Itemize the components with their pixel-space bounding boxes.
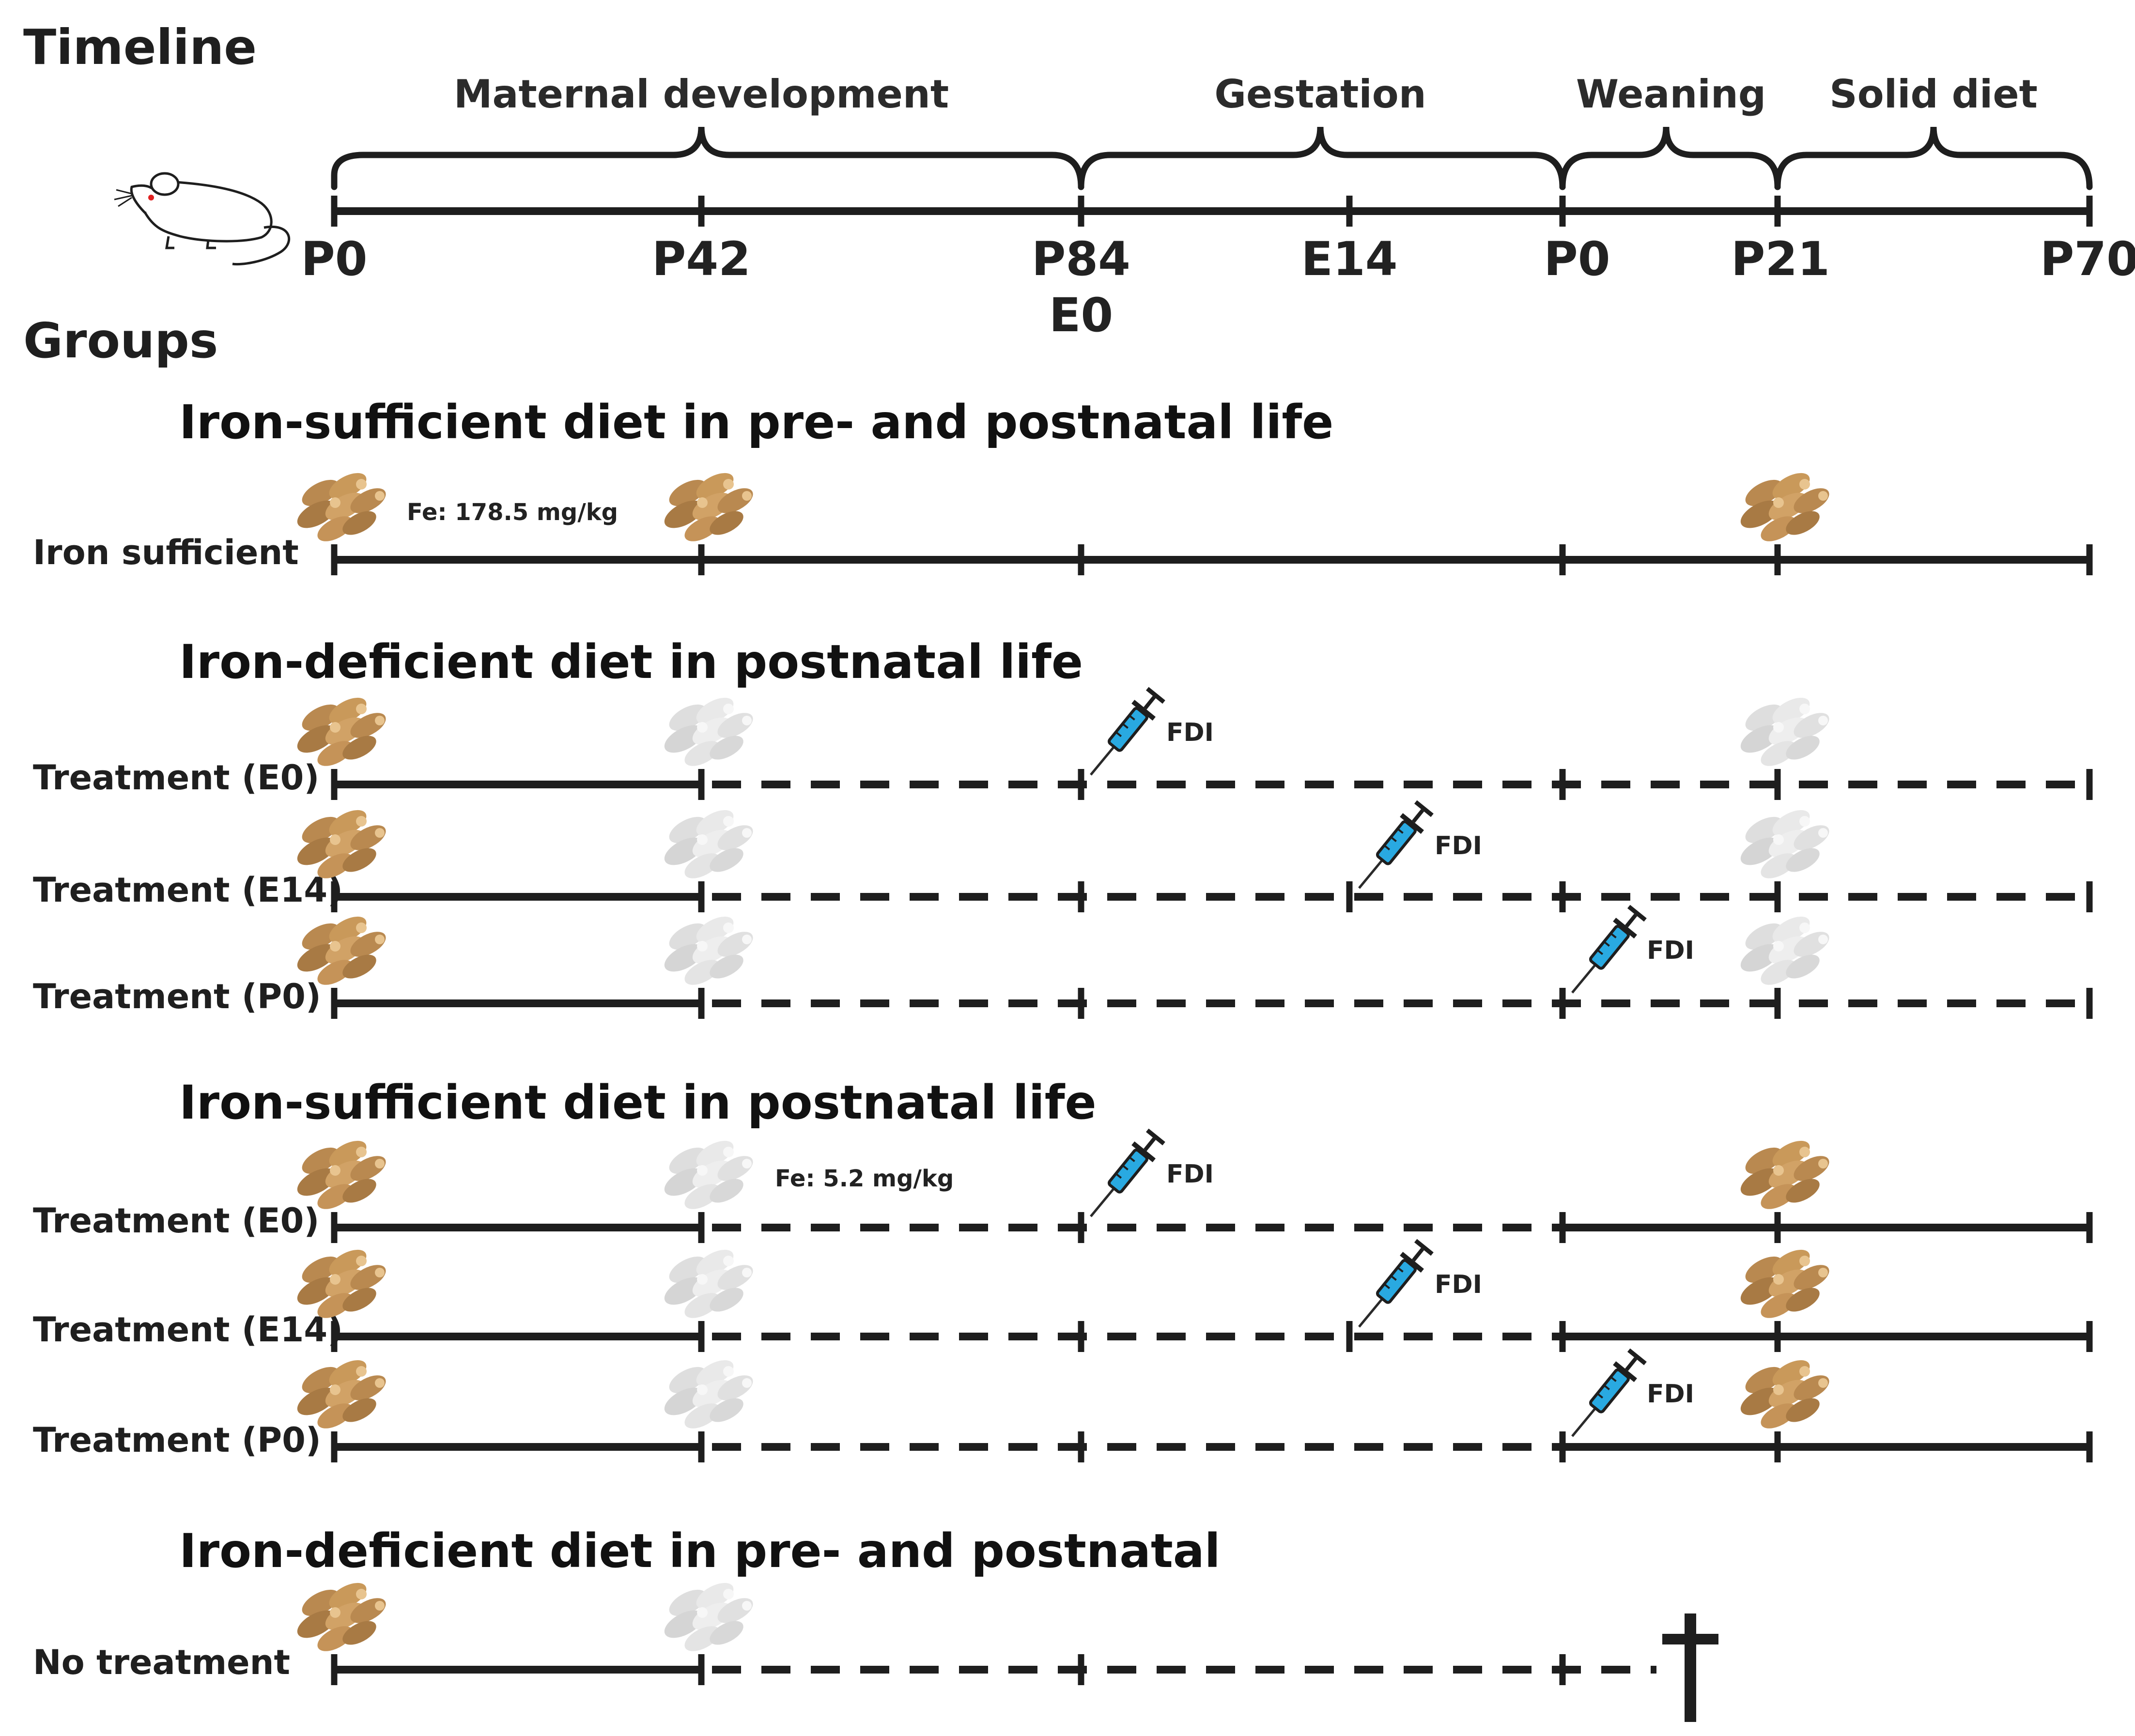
sufficient-chow-icon bbox=[660, 467, 757, 547]
group-row-no-treatment: No treatment bbox=[33, 1577, 1718, 1722]
row-label: Treatment (E0) bbox=[33, 1201, 319, 1241]
fdi-label: FDI bbox=[1435, 831, 1482, 860]
row-label: Iron sufficient bbox=[33, 533, 299, 572]
tick-label-p42: P42 bbox=[652, 232, 751, 286]
deficient-chow-icon bbox=[1736, 804, 1833, 884]
deficient-chow-icon bbox=[660, 804, 757, 884]
section-title-sufficient-pre-postnatal: Iron-sufficient diet in pre- and postnat… bbox=[179, 395, 1333, 449]
row-label: Treatment (E14) bbox=[33, 870, 343, 910]
section-title-sufficient-postnatal: Iron-sufficient diet in postnatal life bbox=[179, 1075, 1097, 1130]
group-row-sufficient-treatment-e14: Treatment (E14) FDI bbox=[33, 1237, 2093, 1352]
mouse-icon bbox=[114, 172, 290, 266]
fdi-label: FDI bbox=[1166, 718, 1214, 747]
group-row-sufficient-treatment-p0: Treatment (P0) FDI bbox=[33, 1347, 2093, 1462]
deficient-chow-icon bbox=[660, 1135, 757, 1214]
tick-label-p0: P0 bbox=[301, 232, 367, 286]
sufficient-chow-icon bbox=[1736, 1135, 1833, 1214]
iron-content-note: Fe: 5.2 mg/kg bbox=[775, 1165, 954, 1192]
death-cross-icon bbox=[1662, 1613, 1718, 1722]
syringe-icon bbox=[1091, 685, 1167, 775]
tick-label-p21: P21 bbox=[1731, 232, 1830, 286]
fdi-label: FDI bbox=[1647, 1380, 1694, 1409]
syringe-icon bbox=[1359, 1237, 1436, 1327]
tick-label-birth-p0: P0 bbox=[1544, 232, 1610, 286]
deficient-chow-icon bbox=[660, 692, 757, 771]
row-label: Treatment (P0) bbox=[33, 1420, 321, 1460]
iron-content-note: Fe: 178.5 mg/kg bbox=[407, 499, 618, 526]
timeline-title: Timeline bbox=[23, 19, 257, 76]
row-label: Treatment (E0) bbox=[33, 758, 319, 798]
period-label-weaning: Weaning bbox=[1576, 72, 1766, 117]
main-timeline: Maternal development Gestation Weaning S… bbox=[301, 72, 2135, 342]
brace-solid-diet bbox=[1774, 126, 2093, 190]
period-label-maternal-development: Maternal development bbox=[454, 72, 949, 117]
deficient-chow-icon bbox=[660, 1244, 757, 1323]
brace-maternal-development bbox=[331, 126, 1084, 190]
sufficient-chow-icon bbox=[1736, 1354, 1833, 1434]
deficient-chow-icon bbox=[1736, 692, 1833, 771]
section-title-deficient-postnatal: Iron-deficient diet in postnatal life bbox=[179, 635, 1083, 689]
sufficient-chow-icon bbox=[1736, 1244, 1833, 1323]
group-row-deficient-treatment-p0: Treatment (P0) FDI bbox=[33, 903, 2093, 1019]
sufficient-chow-icon bbox=[1736, 467, 1833, 547]
brace-weaning bbox=[1559, 126, 1781, 190]
syringe-icon bbox=[1572, 1347, 1649, 1436]
deficient-chow-icon bbox=[660, 1577, 757, 1657]
deficient-chow-icon bbox=[660, 1354, 757, 1434]
tick-sublabel-e0: E0 bbox=[1049, 288, 1113, 342]
tick-label-e14: E14 bbox=[1301, 232, 1397, 286]
syringe-icon bbox=[1359, 799, 1436, 888]
fdi-label: FDI bbox=[1166, 1160, 1214, 1189]
row-label: No treatment bbox=[33, 1643, 290, 1682]
row-label: Treatment (P0) bbox=[33, 977, 321, 1016]
groups-title: Groups bbox=[23, 312, 218, 369]
group-row-iron-sufficient: Iron sufficient Fe: 178.5 mg/kg bbox=[33, 467, 2093, 575]
deficient-chow-icon bbox=[1736, 911, 1833, 990]
period-label-solid-diet: Solid diet bbox=[1829, 72, 2038, 117]
row-label: Treatment (E14) bbox=[33, 1310, 343, 1350]
sufficient-chow-icon bbox=[293, 467, 390, 547]
tick-label-p70: P70 bbox=[2040, 232, 2135, 286]
syringe-icon bbox=[1572, 903, 1649, 993]
tick-label-p84: P84 bbox=[1032, 232, 1130, 286]
section-title-deficient-pre-postnatal: Iron-deficient diet in pre- and postnata… bbox=[179, 1524, 1221, 1578]
fdi-label: FDI bbox=[1435, 1270, 1482, 1299]
group-row-deficient-treatment-e14: Treatment (E14) FDI bbox=[33, 799, 2093, 912]
period-label-gestation: Gestation bbox=[1214, 72, 1426, 117]
syringe-icon bbox=[1091, 1127, 1167, 1216]
fdi-label: FDI bbox=[1647, 936, 1694, 965]
group-row-sufficient-treatment-e0: Treatment (E0) Fe: 5.2 mg/kg FDI bbox=[33, 1127, 2093, 1243]
sufficient-chow-icon bbox=[293, 1577, 390, 1657]
group-row-deficient-treatment-e0: Treatment (E0) FDI bbox=[33, 685, 2093, 800]
deficient-chow-icon bbox=[660, 911, 757, 990]
brace-gestation bbox=[1078, 126, 1566, 190]
